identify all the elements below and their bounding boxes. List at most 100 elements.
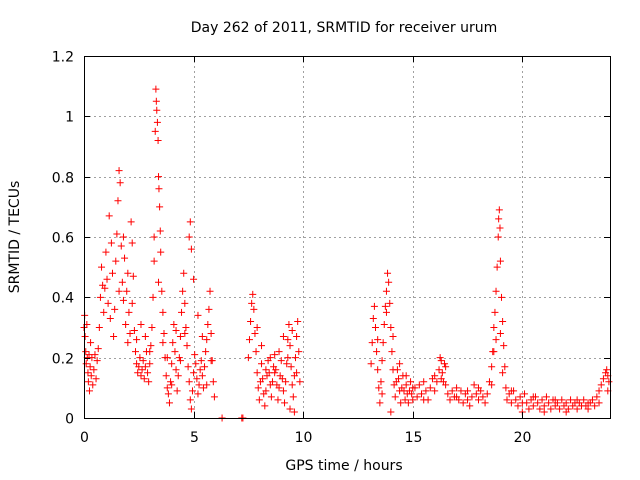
data-point	[95, 324, 103, 331]
data-point	[287, 363, 295, 371]
data-point	[176, 357, 184, 365]
data-point	[128, 239, 136, 247]
data-point	[595, 399, 603, 407]
data-point	[197, 357, 205, 365]
data-point	[396, 360, 404, 368]
data-point	[148, 324, 156, 331]
data-point	[171, 348, 179, 356]
data-point	[271, 369, 279, 377]
data-point	[115, 287, 123, 295]
data-point	[402, 381, 410, 389]
data-point	[493, 263, 501, 271]
data-point	[407, 378, 415, 386]
data-point	[387, 408, 395, 416]
data-point	[409, 396, 417, 404]
data-point	[107, 239, 115, 247]
data-point	[186, 396, 194, 404]
data-point	[475, 384, 482, 392]
data-point	[172, 327, 180, 335]
data-point	[605, 378, 613, 386]
data-point	[173, 387, 181, 395]
data-point	[145, 378, 153, 386]
data-point	[132, 348, 140, 356]
data-point	[500, 342, 508, 350]
data-point	[507, 399, 515, 407]
data-point	[86, 363, 94, 371]
data-point	[367, 360, 375, 368]
data-point	[296, 378, 304, 386]
data-point	[252, 348, 260, 356]
data-point	[81, 333, 89, 341]
data-point	[159, 339, 167, 347]
data-point	[293, 333, 301, 341]
data-point	[258, 360, 266, 368]
data-point	[279, 387, 287, 395]
data-point	[196, 366, 204, 374]
data-point	[562, 408, 570, 416]
data-point	[436, 354, 444, 362]
data-point	[170, 320, 178, 328]
plot-frame	[84, 56, 611, 419]
data-point	[547, 405, 555, 413]
data-point	[459, 399, 467, 407]
data-point	[437, 375, 445, 383]
data-point	[275, 348, 283, 356]
data-point	[370, 302, 378, 310]
data-point	[446, 396, 454, 404]
data-point	[207, 330, 215, 338]
data-point	[174, 372, 182, 380]
data-point	[138, 366, 146, 374]
data-point	[389, 333, 397, 341]
data-point	[195, 381, 203, 389]
data-point	[545, 399, 553, 407]
data-point	[488, 363, 496, 371]
data-point	[426, 384, 434, 392]
data-point	[255, 396, 263, 404]
data-point	[283, 360, 291, 368]
data-point	[374, 366, 382, 374]
data-point	[141, 333, 149, 341]
data-point	[499, 369, 507, 377]
data-point	[496, 257, 504, 265]
data-point	[380, 320, 388, 328]
data-point	[101, 284, 109, 292]
data-point	[495, 206, 503, 214]
data-point	[178, 308, 186, 316]
data-point	[291, 354, 299, 362]
data-point	[584, 405, 592, 413]
data-point	[282, 378, 290, 386]
data-point	[470, 381, 478, 389]
data-point	[259, 375, 267, 383]
data-point	[387, 324, 395, 331]
data-points	[80, 85, 613, 422]
data-point	[495, 215, 503, 223]
data-point	[87, 372, 95, 380]
data-point	[167, 378, 175, 386]
data-point	[163, 384, 171, 392]
data-point	[188, 387, 196, 395]
data-point	[90, 366, 98, 374]
data-point	[181, 299, 189, 307]
data-point	[377, 378, 385, 386]
data-point	[420, 396, 428, 404]
x-tick-label: 20	[514, 430, 532, 446]
data-point	[453, 384, 461, 392]
data-point	[108, 269, 116, 277]
data-point	[198, 333, 206, 341]
data-point	[184, 363, 192, 371]
data-point	[442, 381, 450, 389]
data-point	[190, 275, 198, 283]
data-point	[112, 257, 120, 265]
data-point	[262, 366, 270, 374]
data-point	[371, 324, 379, 331]
data-point	[150, 257, 158, 265]
data-point	[249, 290, 257, 298]
data-point	[82, 348, 90, 356]
data-point	[597, 381, 605, 389]
data-point	[275, 384, 283, 392]
data-point	[164, 390, 172, 398]
data-point	[111, 305, 119, 313]
data-point	[501, 363, 509, 371]
data-point	[266, 354, 274, 362]
data-point	[121, 254, 129, 262]
